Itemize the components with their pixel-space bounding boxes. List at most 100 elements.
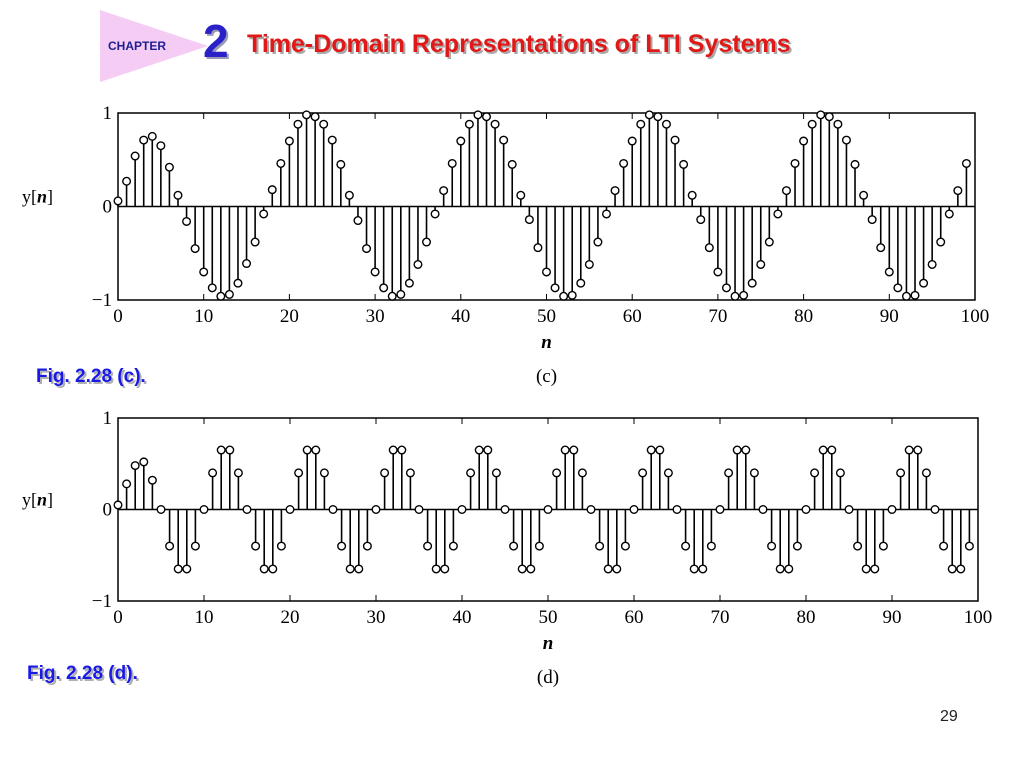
x-tick-label: 60 bbox=[625, 607, 644, 628]
data-point bbox=[936, 237, 946, 247]
data-point bbox=[474, 445, 484, 455]
data-point bbox=[122, 479, 132, 489]
data-point bbox=[173, 190, 183, 200]
data-point bbox=[490, 119, 500, 129]
data-point bbox=[199, 267, 209, 277]
data-point bbox=[284, 136, 294, 146]
y-axis-label: y[n] bbox=[22, 490, 53, 510]
data-point bbox=[747, 278, 757, 288]
data-point bbox=[859, 190, 869, 200]
data-point bbox=[670, 135, 680, 145]
data-point bbox=[440, 564, 450, 574]
data-point bbox=[509, 541, 519, 551]
data-point bbox=[233, 278, 243, 288]
data-point bbox=[927, 259, 937, 269]
data-point bbox=[319, 468, 329, 478]
data-point bbox=[739, 290, 749, 300]
data-point bbox=[388, 445, 398, 455]
data-point bbox=[956, 564, 966, 574]
data-point bbox=[773, 209, 783, 219]
y-tick-label: 1 bbox=[103, 103, 113, 124]
x-tick-label: 30 bbox=[367, 607, 386, 628]
data-point bbox=[715, 505, 725, 515]
data-point bbox=[466, 468, 476, 478]
x-tick-label: 20 bbox=[280, 306, 299, 327]
data-point bbox=[164, 162, 174, 172]
y-tick-label: 0 bbox=[103, 197, 113, 218]
x-tick-label: 70 bbox=[711, 607, 730, 628]
data-point bbox=[250, 237, 260, 247]
data-point bbox=[655, 445, 665, 455]
data-point bbox=[327, 135, 337, 145]
data-point bbox=[741, 445, 751, 455]
data-point bbox=[259, 209, 269, 219]
data-point bbox=[113, 196, 123, 206]
data-point bbox=[130, 461, 140, 471]
data-point bbox=[182, 564, 192, 574]
x-tick-label: 50 bbox=[539, 607, 558, 628]
data-point bbox=[833, 119, 843, 129]
data-point bbox=[387, 291, 397, 301]
data-point bbox=[397, 445, 407, 455]
data-point bbox=[627, 136, 637, 146]
data-point bbox=[396, 289, 406, 299]
data-point bbox=[913, 445, 923, 455]
data-point bbox=[706, 541, 716, 551]
data-point bbox=[524, 215, 534, 225]
data-point bbox=[550, 283, 560, 293]
data-point bbox=[336, 159, 346, 169]
data-point bbox=[259, 564, 269, 574]
data-point bbox=[190, 244, 200, 254]
data-point bbox=[379, 283, 389, 293]
x-tick-label: 30 bbox=[366, 306, 385, 327]
data-point bbox=[904, 445, 914, 455]
data-point bbox=[620, 541, 630, 551]
data-point bbox=[893, 283, 903, 293]
data-point bbox=[130, 151, 140, 161]
data-point bbox=[423, 541, 433, 551]
data-point bbox=[422, 237, 432, 247]
data-point bbox=[533, 243, 543, 253]
y-tick-label: 1 bbox=[103, 408, 113, 429]
data-point bbox=[679, 159, 689, 169]
data-point bbox=[775, 564, 785, 574]
data-point bbox=[344, 190, 354, 200]
data-point bbox=[413, 259, 423, 269]
data-point bbox=[473, 110, 483, 120]
chapter-label: CHAPTER bbox=[108, 39, 167, 53]
data-point bbox=[612, 564, 622, 574]
data-point bbox=[242, 259, 252, 269]
data-point bbox=[414, 505, 424, 515]
data-point bbox=[841, 135, 851, 145]
data-point bbox=[543, 505, 553, 515]
data-point bbox=[792, 541, 802, 551]
data-point bbox=[500, 505, 510, 515]
data-point bbox=[681, 541, 691, 551]
data-point bbox=[285, 505, 295, 515]
data-point bbox=[861, 564, 871, 574]
data-point bbox=[584, 259, 594, 269]
data-point bbox=[337, 541, 347, 551]
data-point bbox=[147, 131, 157, 141]
x-tick-label: 100 bbox=[961, 306, 990, 327]
data-point bbox=[721, 283, 731, 293]
data-point bbox=[267, 185, 277, 195]
data-point bbox=[516, 190, 526, 200]
data-point bbox=[165, 541, 175, 551]
data-point bbox=[362, 244, 372, 254]
data-point bbox=[380, 468, 390, 478]
data-point bbox=[576, 278, 586, 288]
data-point bbox=[542, 267, 552, 277]
data-point bbox=[867, 215, 877, 225]
data-point bbox=[870, 564, 880, 574]
data-point bbox=[807, 119, 817, 129]
x-tick-label: 90 bbox=[880, 306, 899, 327]
data-point bbox=[758, 505, 768, 515]
data-point bbox=[208, 468, 218, 478]
data-point bbox=[311, 445, 321, 455]
data-point bbox=[439, 186, 449, 196]
data-point bbox=[405, 468, 415, 478]
data-point bbox=[884, 267, 894, 277]
data-point bbox=[887, 505, 897, 515]
data-point bbox=[756, 259, 766, 269]
